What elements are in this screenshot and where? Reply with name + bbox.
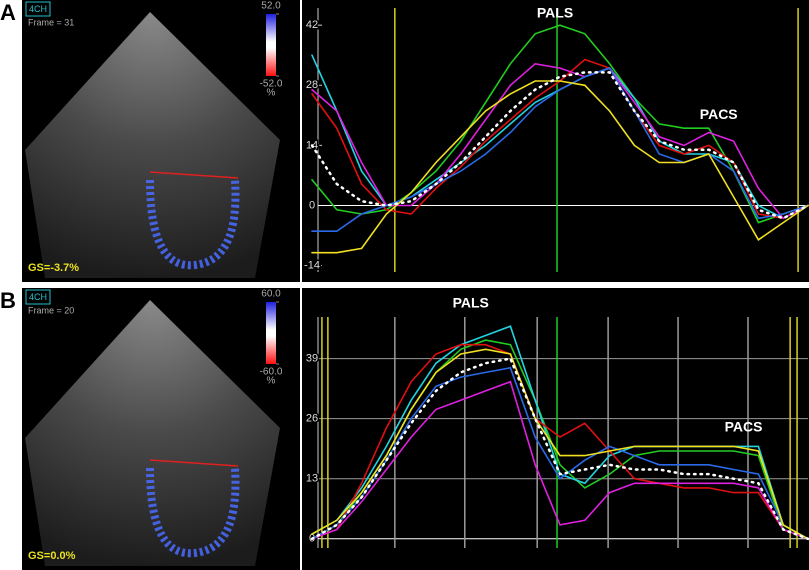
strain-curve xyxy=(310,357,809,541)
y-tick-label: 0 xyxy=(309,199,315,211)
y-tick-label: 39 xyxy=(306,352,318,364)
y-tick-label: 42 xyxy=(306,19,318,31)
strain-curve xyxy=(311,80,809,254)
view-label: 4CH xyxy=(29,292,47,302)
colorbar-unit: % xyxy=(267,376,276,387)
view-box xyxy=(25,1,51,17)
annotation: PACS xyxy=(725,419,763,435)
y-tick-label: -14 xyxy=(304,259,320,271)
echo-sector xyxy=(25,300,280,566)
strain-curve xyxy=(311,62,809,220)
colorbar-label: 60.0 xyxy=(261,289,281,300)
myocardium-roi xyxy=(146,467,240,558)
annotation: PALS xyxy=(537,4,573,20)
panel-label: B xyxy=(0,288,16,313)
colorbar-unit: % xyxy=(267,88,276,99)
strain-curve xyxy=(311,380,809,540)
strain-curve xyxy=(311,343,809,540)
colorbar-label: 52.0 xyxy=(261,1,281,12)
global-strain: GS=0.0% xyxy=(28,550,76,562)
y-tick-label: 28 xyxy=(306,79,318,91)
view-box xyxy=(25,289,51,305)
panel-label: A xyxy=(0,0,16,25)
strain-curve xyxy=(311,348,809,540)
roi-axis xyxy=(149,459,239,467)
colorbar xyxy=(266,302,276,364)
strain-curve xyxy=(311,67,809,232)
echo-sector xyxy=(25,12,280,278)
colorbar-label: -52.0 xyxy=(260,79,283,90)
strain-curve xyxy=(310,71,809,220)
plot-panel xyxy=(302,0,809,282)
annotation: PACS xyxy=(700,106,738,122)
frame-label: Frame = 20 xyxy=(28,305,74,315)
view-label: 4CH xyxy=(29,4,47,14)
annotation: PALS xyxy=(453,294,489,310)
y-tick-label: 26 xyxy=(306,413,318,425)
roi-axis xyxy=(149,171,239,179)
colorbar xyxy=(266,14,276,76)
myocardium-roi xyxy=(146,179,240,270)
colorbar-label: -60.0 xyxy=(260,367,283,378)
frame-label: Frame = 31 xyxy=(28,17,74,27)
global-strain: GS=-3.7% xyxy=(28,262,79,274)
strain-curve xyxy=(311,366,809,540)
y-tick-label: 13 xyxy=(306,473,318,485)
